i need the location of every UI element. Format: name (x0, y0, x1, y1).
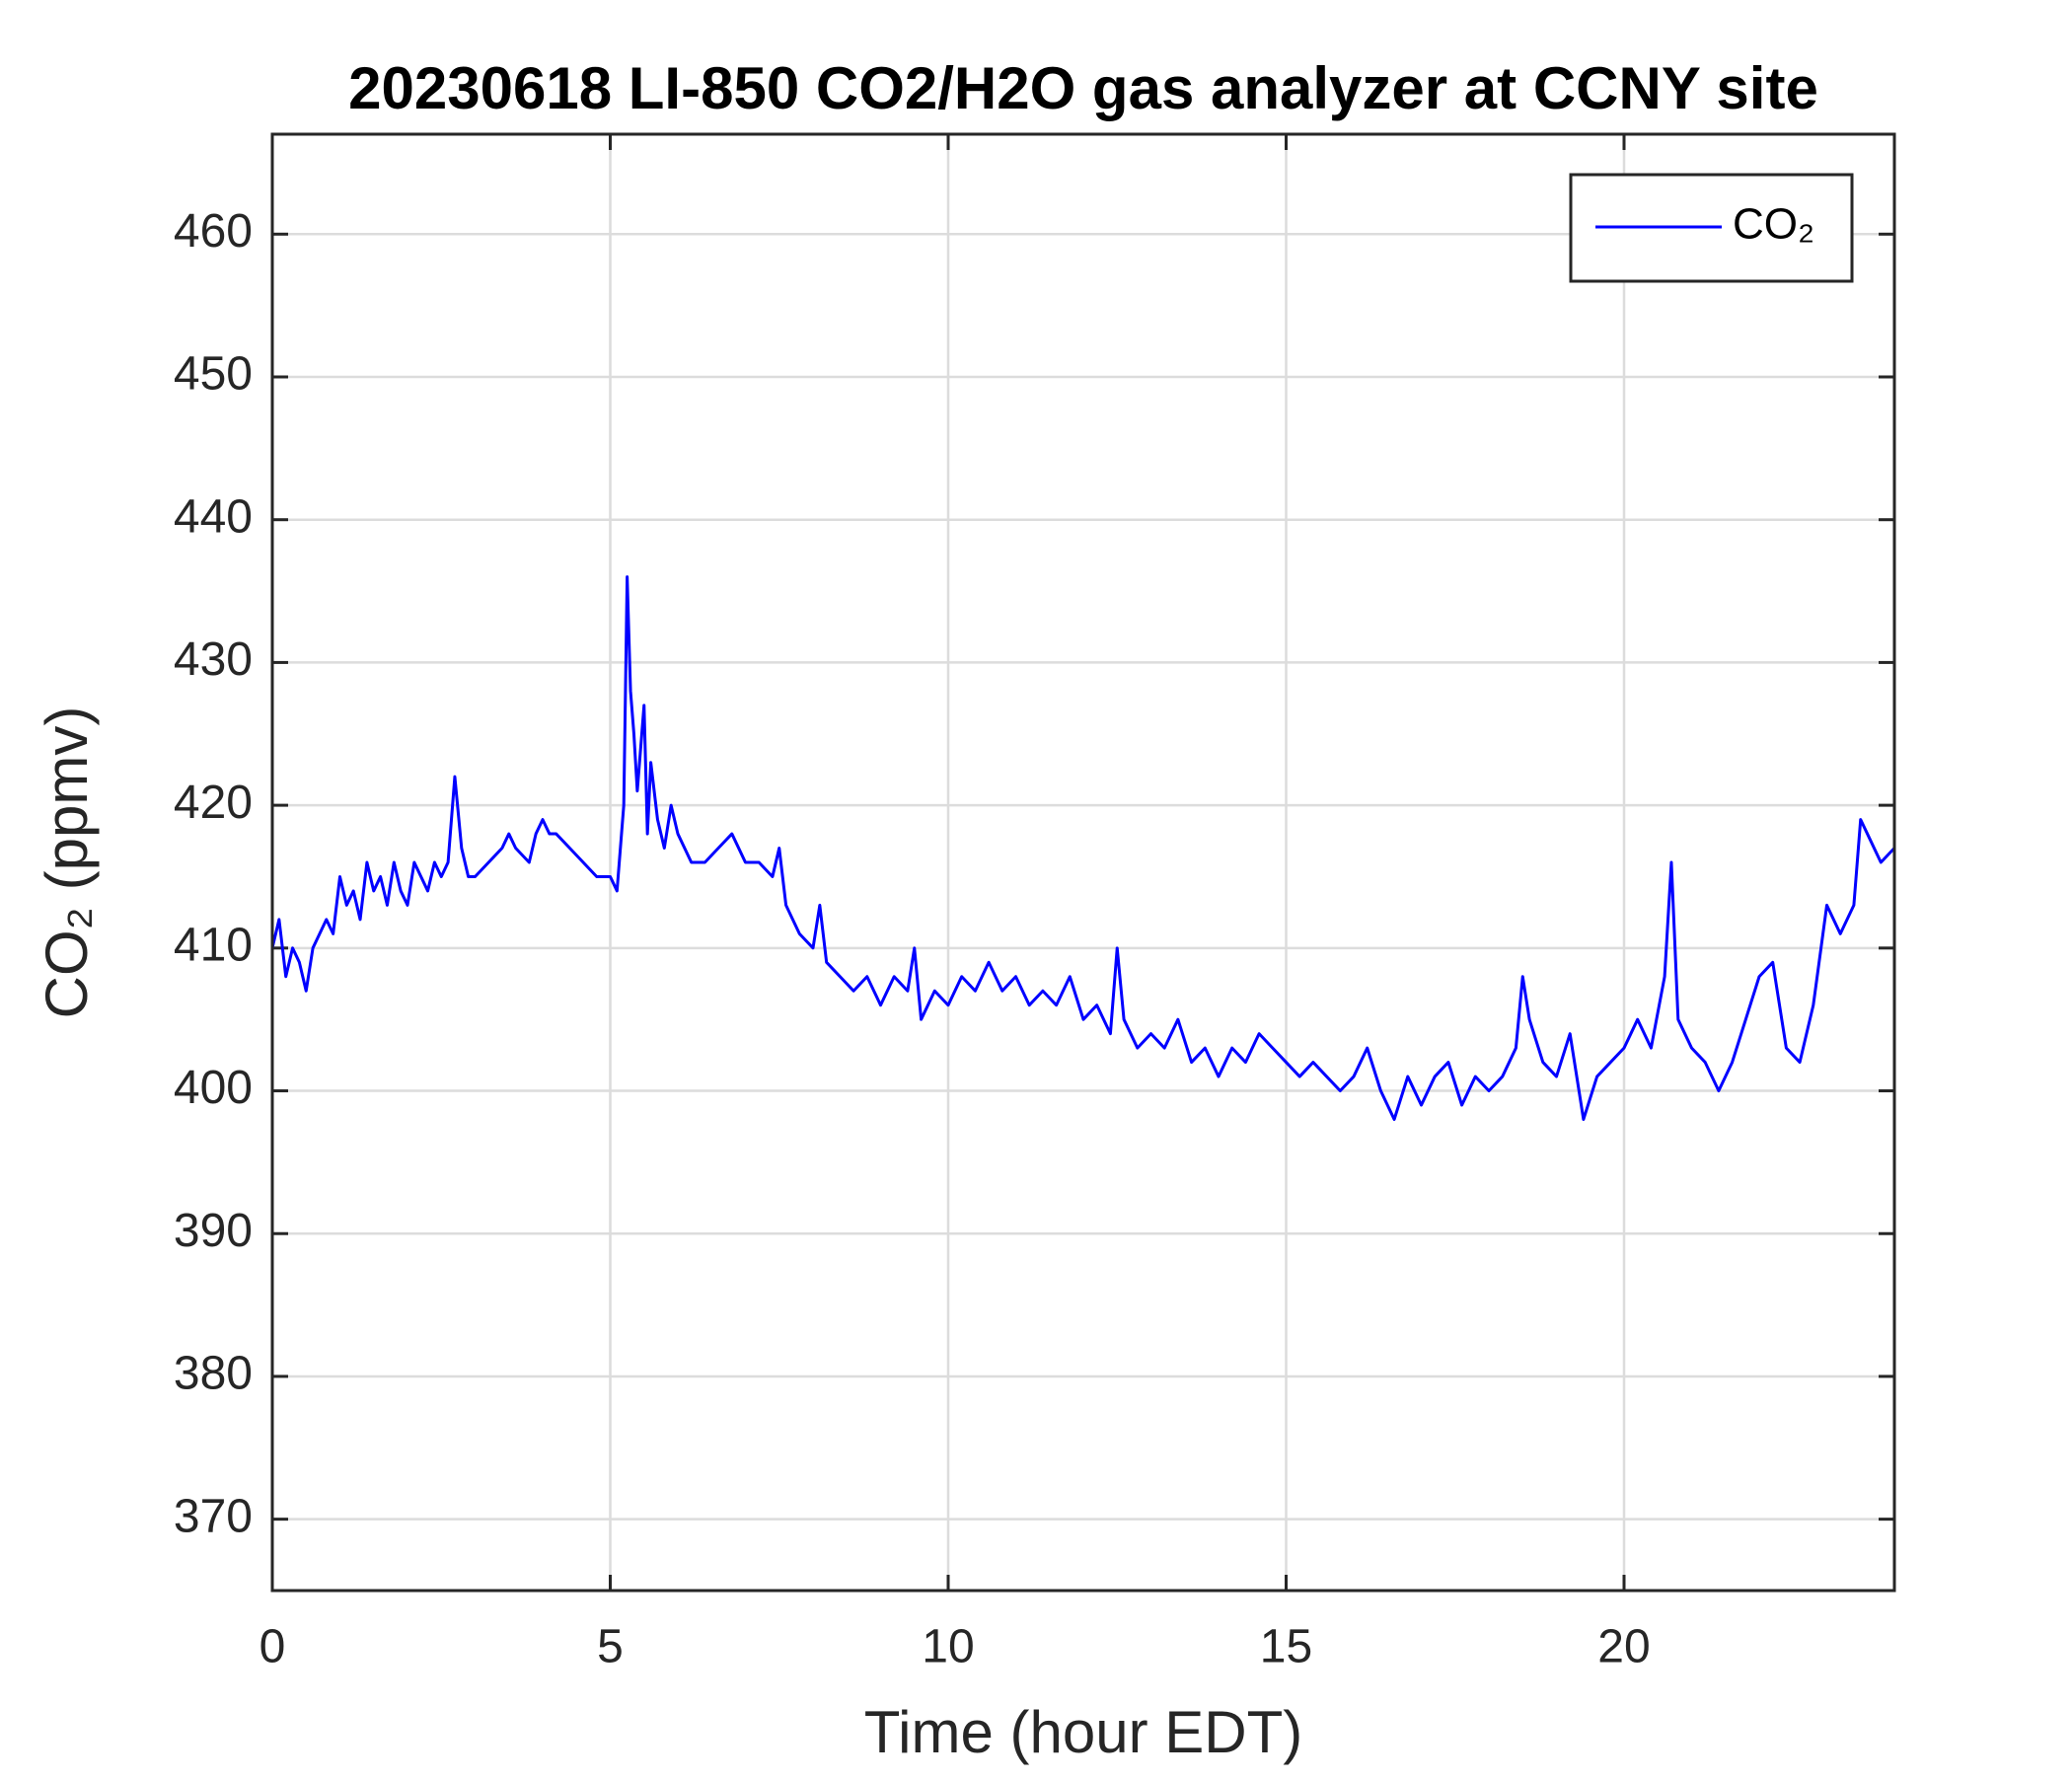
x-tick-label: 0 (259, 1621, 286, 1673)
y-tick-label: 370 (174, 1490, 253, 1542)
y-tick-label: 460 (174, 205, 253, 258)
y-tick-label: 440 (174, 490, 253, 543)
y-tick-label: 380 (174, 1348, 253, 1400)
x-axis-label: Time (hour EDT) (864, 1699, 1303, 1765)
y-tick-label: 430 (174, 633, 253, 686)
plot-area (270, 575, 1896, 1121)
chart-title: 20230618 LI-850 CO2/H2O gas analyzer at … (348, 55, 1818, 121)
y-tick-label: 450 (174, 348, 253, 401)
data-line (270, 575, 1896, 1121)
y-axis-label: CO₂ (ppmv) (34, 706, 100, 1019)
x-tick-label: 10 (922, 1621, 974, 1673)
y-tick-label: 390 (174, 1205, 253, 1257)
y-tick-label: 400 (174, 1062, 253, 1114)
legend: CO₂ (1569, 173, 1854, 283)
y-tick-label: 410 (174, 919, 253, 971)
y-tick-label: 420 (174, 777, 253, 829)
legend-label: CO₂ (1733, 200, 1814, 249)
x-tick-label: 15 (1260, 1621, 1312, 1673)
x-tick-label: 20 (1597, 1621, 1650, 1673)
x-tick-label: 5 (597, 1621, 624, 1673)
axes-box (270, 132, 1896, 1593)
